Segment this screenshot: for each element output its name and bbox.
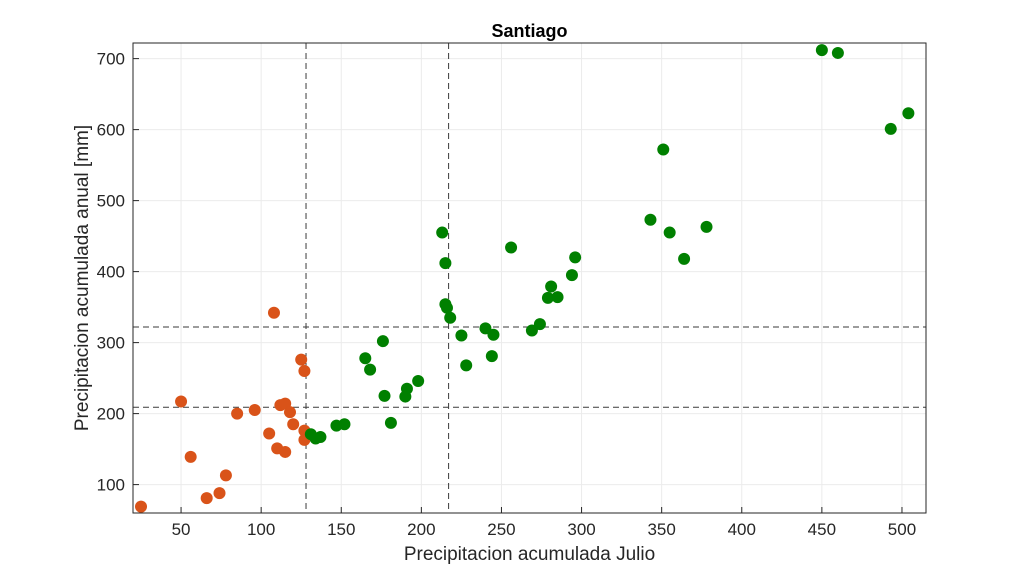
x-tick-label: 200 (407, 520, 435, 539)
data-point (444, 311, 457, 324)
x-tick-label: 450 (808, 520, 836, 539)
data-point (412, 374, 425, 387)
plot-area-frame (132, 42, 927, 514)
data-point (678, 252, 691, 265)
y-tick-label: 400 (97, 263, 125, 282)
data-point (279, 445, 292, 458)
data-point (314, 431, 327, 444)
y-tick-label: 500 (97, 192, 125, 211)
data-point (439, 257, 452, 270)
data-point (487, 328, 500, 341)
data-point (184, 450, 197, 463)
y-tick-label: 300 (97, 334, 125, 353)
data-point (479, 322, 492, 335)
data-point (505, 241, 518, 254)
data-point (545, 280, 558, 293)
y-axis-title: Precipitacion acumulada anual [mm] (72, 125, 93, 431)
data-point (376, 335, 389, 348)
data-point (569, 251, 582, 264)
data-point (298, 365, 311, 378)
data-point (663, 226, 676, 239)
axis-ticks: 50 100 150 200 250 300 350 400 450 500 100 200 300 40… (97, 50, 917, 539)
x-tick-label: 350 (647, 520, 675, 539)
data-point (884, 122, 897, 135)
data-point (460, 359, 473, 372)
data-point (200, 492, 213, 505)
data-point (644, 213, 657, 226)
data-point (440, 301, 453, 314)
data-points (135, 44, 915, 513)
data-point (400, 382, 413, 395)
data-point (551, 291, 564, 304)
data-point (283, 406, 296, 419)
chart-title: Santiago (491, 21, 567, 41)
data-point (378, 389, 391, 402)
data-point (248, 404, 261, 417)
data-point (565, 269, 578, 282)
x-tick-label: 250 (487, 520, 515, 539)
data-point (135, 500, 148, 513)
data-point (219, 469, 232, 482)
data-point (525, 324, 538, 337)
data-point (287, 418, 300, 431)
data-point (657, 143, 670, 156)
x-tick-label: 300 (567, 520, 595, 539)
data-point (815, 44, 828, 57)
data-point (533, 318, 546, 331)
data-point (902, 107, 915, 120)
x-tick-label: 500 (888, 520, 916, 539)
data-point (384, 416, 397, 429)
x-axis-title: Precipitacion acumulada Julio (404, 544, 655, 565)
x-tick-label: 100 (247, 520, 275, 539)
data-point (338, 418, 351, 431)
y-tick-label: 200 (97, 405, 125, 424)
data-point (295, 353, 308, 366)
reference-lines (133, 43, 926, 513)
data-point (231, 407, 244, 420)
y-tick-label: 100 (97, 476, 125, 495)
data-point (359, 352, 372, 365)
x-tick-label: 400 (728, 520, 756, 539)
data-point (831, 46, 844, 59)
data-point (263, 427, 276, 440)
x-tick-label: 50 (172, 520, 191, 539)
data-point (267, 306, 280, 319)
grid (133, 43, 926, 513)
data-point (436, 226, 449, 239)
y-tick-label: 700 (97, 50, 125, 69)
data-point (175, 395, 188, 408)
data-point (700, 220, 713, 233)
data-point (455, 329, 468, 342)
y-tick-label: 600 (97, 121, 125, 140)
data-point (364, 363, 377, 376)
data-point (485, 350, 498, 363)
data-point (213, 487, 226, 500)
data-point (541, 291, 554, 304)
x-tick-label: 150 (327, 520, 355, 539)
